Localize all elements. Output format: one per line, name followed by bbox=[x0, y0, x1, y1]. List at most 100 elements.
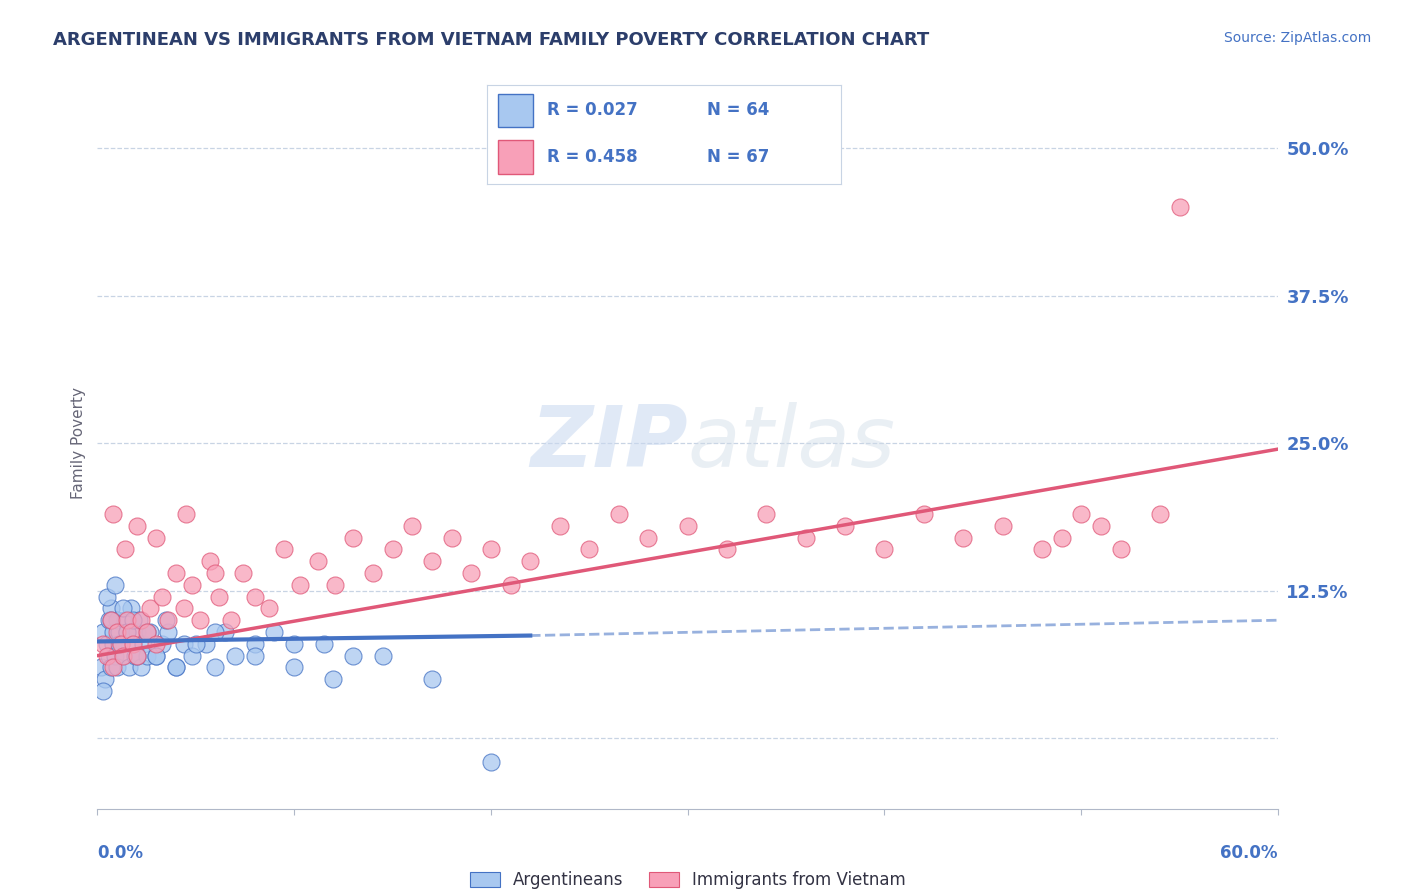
Point bbox=[204, 566, 226, 580]
Point bbox=[157, 625, 180, 640]
Point bbox=[135, 648, 157, 663]
Point bbox=[288, 578, 311, 592]
Point bbox=[307, 554, 329, 568]
Point bbox=[110, 637, 132, 651]
Point bbox=[125, 518, 148, 533]
Legend: Argentineans, Immigrants from Vietnam: Argentineans, Immigrants from Vietnam bbox=[463, 864, 912, 892]
Point bbox=[273, 542, 295, 557]
Point bbox=[548, 518, 571, 533]
Point bbox=[96, 590, 118, 604]
Point bbox=[125, 625, 148, 640]
Point bbox=[912, 507, 935, 521]
Point bbox=[342, 648, 364, 663]
Point bbox=[460, 566, 482, 580]
Point bbox=[263, 625, 285, 640]
Point bbox=[98, 648, 121, 663]
Point bbox=[111, 648, 134, 663]
Point bbox=[165, 660, 187, 674]
Point bbox=[96, 637, 118, 651]
Point bbox=[1070, 507, 1092, 521]
Point bbox=[204, 660, 226, 674]
Point bbox=[420, 554, 443, 568]
Point bbox=[257, 601, 280, 615]
Point bbox=[139, 601, 162, 615]
Point bbox=[873, 542, 896, 557]
Point bbox=[312, 637, 335, 651]
Point bbox=[150, 590, 173, 604]
Point bbox=[401, 518, 423, 533]
Point bbox=[101, 507, 124, 521]
Point bbox=[165, 660, 187, 674]
Point bbox=[101, 660, 124, 674]
Point bbox=[121, 637, 143, 651]
Point bbox=[115, 625, 138, 640]
Point bbox=[243, 648, 266, 663]
Point bbox=[114, 542, 136, 557]
Point bbox=[283, 660, 305, 674]
Point bbox=[145, 531, 167, 545]
Point bbox=[91, 637, 114, 651]
Point bbox=[90, 660, 112, 674]
Point bbox=[145, 648, 167, 663]
Point bbox=[129, 660, 152, 674]
Point bbox=[104, 578, 127, 592]
Point bbox=[120, 625, 142, 640]
Point bbox=[180, 648, 202, 663]
Point bbox=[204, 625, 226, 640]
Point bbox=[111, 601, 134, 615]
Point bbox=[94, 672, 117, 686]
Point bbox=[104, 648, 127, 663]
Point bbox=[174, 507, 197, 521]
Point bbox=[150, 637, 173, 651]
Point bbox=[716, 542, 738, 557]
Point bbox=[188, 613, 211, 627]
Point bbox=[139, 625, 162, 640]
Point bbox=[794, 531, 817, 545]
Point bbox=[155, 613, 177, 627]
Point bbox=[135, 625, 157, 640]
Point bbox=[243, 637, 266, 651]
Point bbox=[676, 518, 699, 533]
Point bbox=[479, 542, 502, 557]
Text: ARGENTINEAN VS IMMIGRANTS FROM VIETNAM FAMILY POVERTY CORRELATION CHART: ARGENTINEAN VS IMMIGRANTS FROM VIETNAM F… bbox=[53, 31, 929, 49]
Point bbox=[1168, 200, 1191, 214]
Point bbox=[121, 637, 143, 651]
Point bbox=[115, 625, 138, 640]
Point bbox=[96, 648, 118, 663]
Point bbox=[108, 625, 131, 640]
Point bbox=[105, 625, 128, 640]
Point bbox=[115, 613, 138, 627]
Point bbox=[755, 507, 778, 521]
Point bbox=[180, 578, 202, 592]
Point bbox=[100, 613, 122, 627]
Point bbox=[325, 578, 347, 592]
Text: ZIP: ZIP bbox=[530, 401, 688, 484]
Point bbox=[118, 660, 141, 674]
Point bbox=[342, 531, 364, 545]
Point bbox=[479, 755, 502, 769]
Point bbox=[100, 613, 122, 627]
Point bbox=[184, 637, 207, 651]
Point bbox=[125, 648, 148, 663]
Point bbox=[105, 613, 128, 627]
Point bbox=[243, 590, 266, 604]
Point bbox=[1050, 531, 1073, 545]
Point bbox=[100, 601, 122, 615]
Point bbox=[381, 542, 404, 557]
Point bbox=[952, 531, 974, 545]
Point bbox=[1090, 518, 1112, 533]
Point bbox=[607, 507, 630, 521]
Point bbox=[991, 518, 1014, 533]
Point bbox=[1149, 507, 1171, 521]
Point bbox=[208, 590, 231, 604]
Point bbox=[834, 518, 856, 533]
Point bbox=[165, 566, 187, 580]
Point bbox=[1031, 542, 1053, 557]
Point bbox=[194, 637, 217, 651]
Point bbox=[173, 637, 195, 651]
Point bbox=[131, 637, 153, 651]
Point bbox=[173, 601, 195, 615]
Point bbox=[101, 625, 124, 640]
Point bbox=[145, 648, 167, 663]
Point bbox=[120, 601, 142, 615]
